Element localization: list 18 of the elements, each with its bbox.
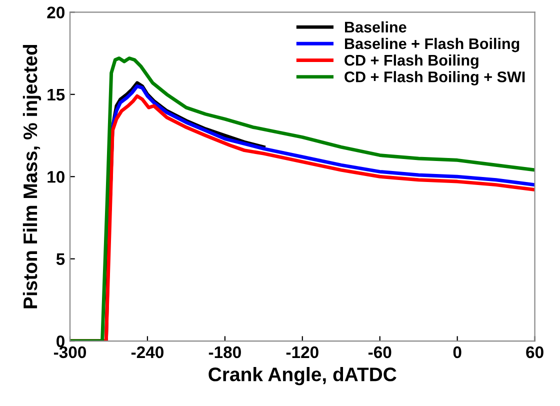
y-tick-label: 10 [48, 171, 64, 183]
legend-label: CD + Flash Boiling + SWI [344, 71, 525, 86]
y-tick-label: 0 [56, 335, 64, 348]
x-axis-title: Crank Angle, dATDC [208, 366, 396, 386]
legend-label: CD + Flash Boiling [344, 54, 478, 69]
y-axis-title: Piston Film Mass, % injected [22, 44, 42, 308]
y-tick-label: 5 [56, 253, 65, 266]
x-tick-label: -240 [131, 346, 164, 358]
y-tick-label: 15 [48, 88, 65, 101]
legend-label: Baseline [345, 21, 406, 33]
x-tick-label: 60 [526, 346, 544, 358]
x-tick-label: -120 [286, 346, 318, 358]
legend-label: Baseline + Flash Boiling [345, 38, 520, 52]
x-tick-label: -180 [208, 346, 241, 358]
x-tick-label: -300 [54, 346, 86, 358]
y-tick-label: 20 [47, 6, 64, 18]
x-tick-label: -60 [368, 346, 392, 358]
x-tick-label: 0 [453, 346, 462, 358]
